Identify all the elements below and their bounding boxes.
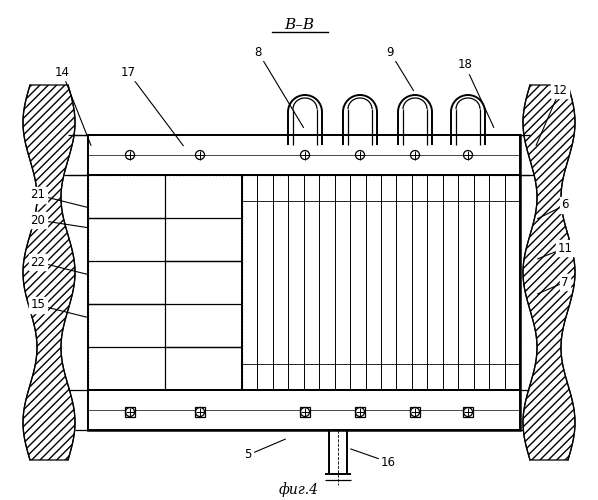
Bar (242, 175, 520, 390)
Bar (410, 407, 420, 417)
Text: 11: 11 (557, 242, 572, 254)
Text: 16: 16 (380, 456, 395, 468)
Text: 17: 17 (121, 66, 136, 78)
Bar (195, 407, 205, 417)
Polygon shape (23, 85, 75, 460)
Text: 15: 15 (30, 298, 45, 312)
Text: 21: 21 (30, 188, 45, 202)
Text: 18: 18 (457, 58, 472, 71)
Text: 12: 12 (553, 84, 568, 96)
Bar (88, 135, 520, 175)
Text: 8: 8 (254, 46, 262, 59)
Text: фиг.4: фиг.4 (279, 482, 319, 498)
Text: В–В: В–В (284, 18, 314, 32)
Bar (88, 175, 520, 390)
Text: 14: 14 (54, 66, 69, 78)
Bar (355, 407, 365, 417)
Bar (125, 407, 135, 417)
Text: 6: 6 (562, 198, 569, 211)
Text: 5: 5 (245, 448, 252, 462)
Bar (88, 135, 520, 430)
Bar (88, 390, 520, 430)
Text: 7: 7 (562, 276, 569, 288)
Text: 22: 22 (30, 256, 45, 268)
Bar (88, 175, 242, 390)
Bar (463, 407, 473, 417)
Bar (242, 175, 520, 390)
Text: 20: 20 (30, 214, 45, 226)
Bar (300, 407, 310, 417)
Polygon shape (523, 85, 575, 460)
Text: 9: 9 (386, 46, 393, 59)
